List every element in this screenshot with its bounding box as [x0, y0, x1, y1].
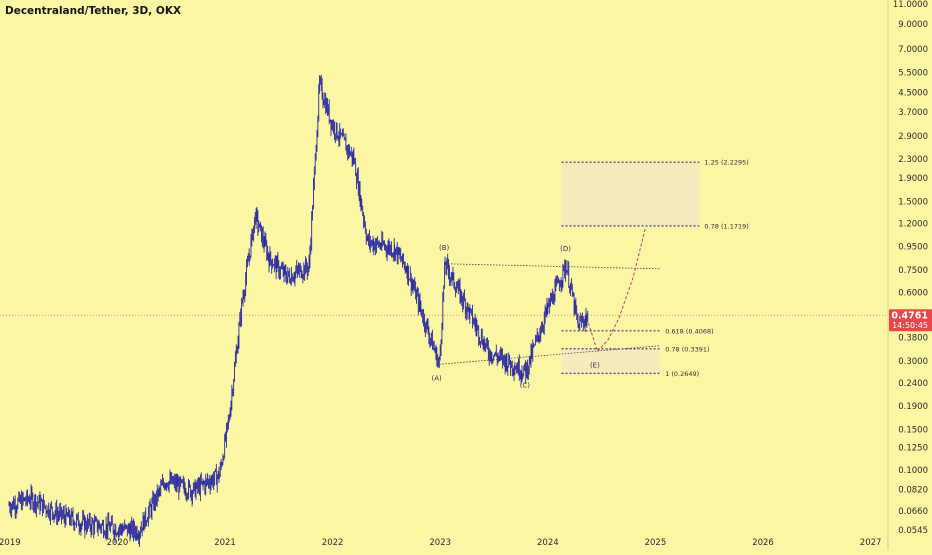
wave-label: (E): [590, 362, 600, 370]
x-tick-label: 2019: [0, 538, 21, 548]
y-tick-label: 2.9000: [898, 132, 928, 142]
x-tick-label: 2021: [214, 538, 236, 548]
y-tick-label: 9.0000: [898, 20, 928, 30]
y-tick-label: 11.0000: [893, 0, 928, 10]
y-tick-label: 3.7000: [898, 108, 928, 118]
wave-label: (A): [432, 374, 443, 382]
y-tick-label: 2.3000: [898, 155, 928, 165]
y-tick-label: 0.7500: [898, 266, 928, 276]
projection-path: [587, 226, 647, 353]
chart-title: Decentraland/Tether, 3D, OKX: [5, 5, 182, 17]
y-tick-label: 5.5000: [898, 69, 928, 79]
trendline: [444, 263, 661, 270]
y-tick-label: 0.6000: [898, 288, 928, 298]
y-tick-label: 0.2400: [898, 379, 928, 389]
x-tick-label: 2024: [537, 538, 559, 548]
target-zone-1: [561, 348, 661, 374]
trendline: [439, 345, 661, 365]
price-badge-value: 0.4761: [891, 311, 928, 322]
y-tick-label: 0.1250: [898, 444, 928, 454]
x-tick-label: 2020: [107, 538, 129, 548]
y-tick-label: 0.0545: [898, 526, 928, 536]
y-tick-label: 0.0820: [898, 486, 928, 496]
wave-label: (C): [520, 381, 531, 389]
wave-label: (D): [560, 245, 571, 253]
y-tick-label: 1.9000: [898, 174, 928, 184]
fib-level-label: 0.78 (0.3391): [665, 345, 709, 353]
y-tick-label: 1.2000: [898, 220, 928, 230]
x-tick-label: 2025: [645, 538, 667, 548]
x-tick-label: 2026: [752, 538, 774, 548]
y-tick-label: 0.0660: [898, 507, 928, 517]
y-tick-label: 0.1900: [898, 402, 928, 412]
x-tick-label: 2022: [322, 538, 344, 548]
fib-level-label: 1 (0.2649): [665, 370, 699, 378]
price-badge-countdown: 14:50:45: [892, 321, 928, 330]
fib-level-label: 1.25 (2.2295): [704, 159, 748, 167]
target-zone-0: [561, 162, 700, 226]
y-tick-label: 0.1500: [898, 426, 928, 436]
y-tick-label: 0.3800: [898, 334, 928, 344]
price-badge: [889, 309, 932, 332]
y-tick-label: 0.3000: [898, 357, 928, 367]
x-tick-label: 2027: [860, 538, 882, 548]
x-tick-label: 2023: [429, 538, 451, 548]
wave-label: (B): [439, 244, 450, 252]
y-tick-label: 7.0000: [898, 45, 928, 55]
fib-level-label: 0.618 (0.4068): [665, 327, 714, 335]
y-tick-label: 4.5000: [898, 89, 928, 99]
fib-level-label: 0.78 (1.1719): [704, 222, 748, 230]
y-tick-label: 0.9500: [898, 243, 928, 253]
y-tick-label: 1.5000: [898, 197, 928, 207]
y-tick-label: 0.1000: [898, 466, 928, 476]
